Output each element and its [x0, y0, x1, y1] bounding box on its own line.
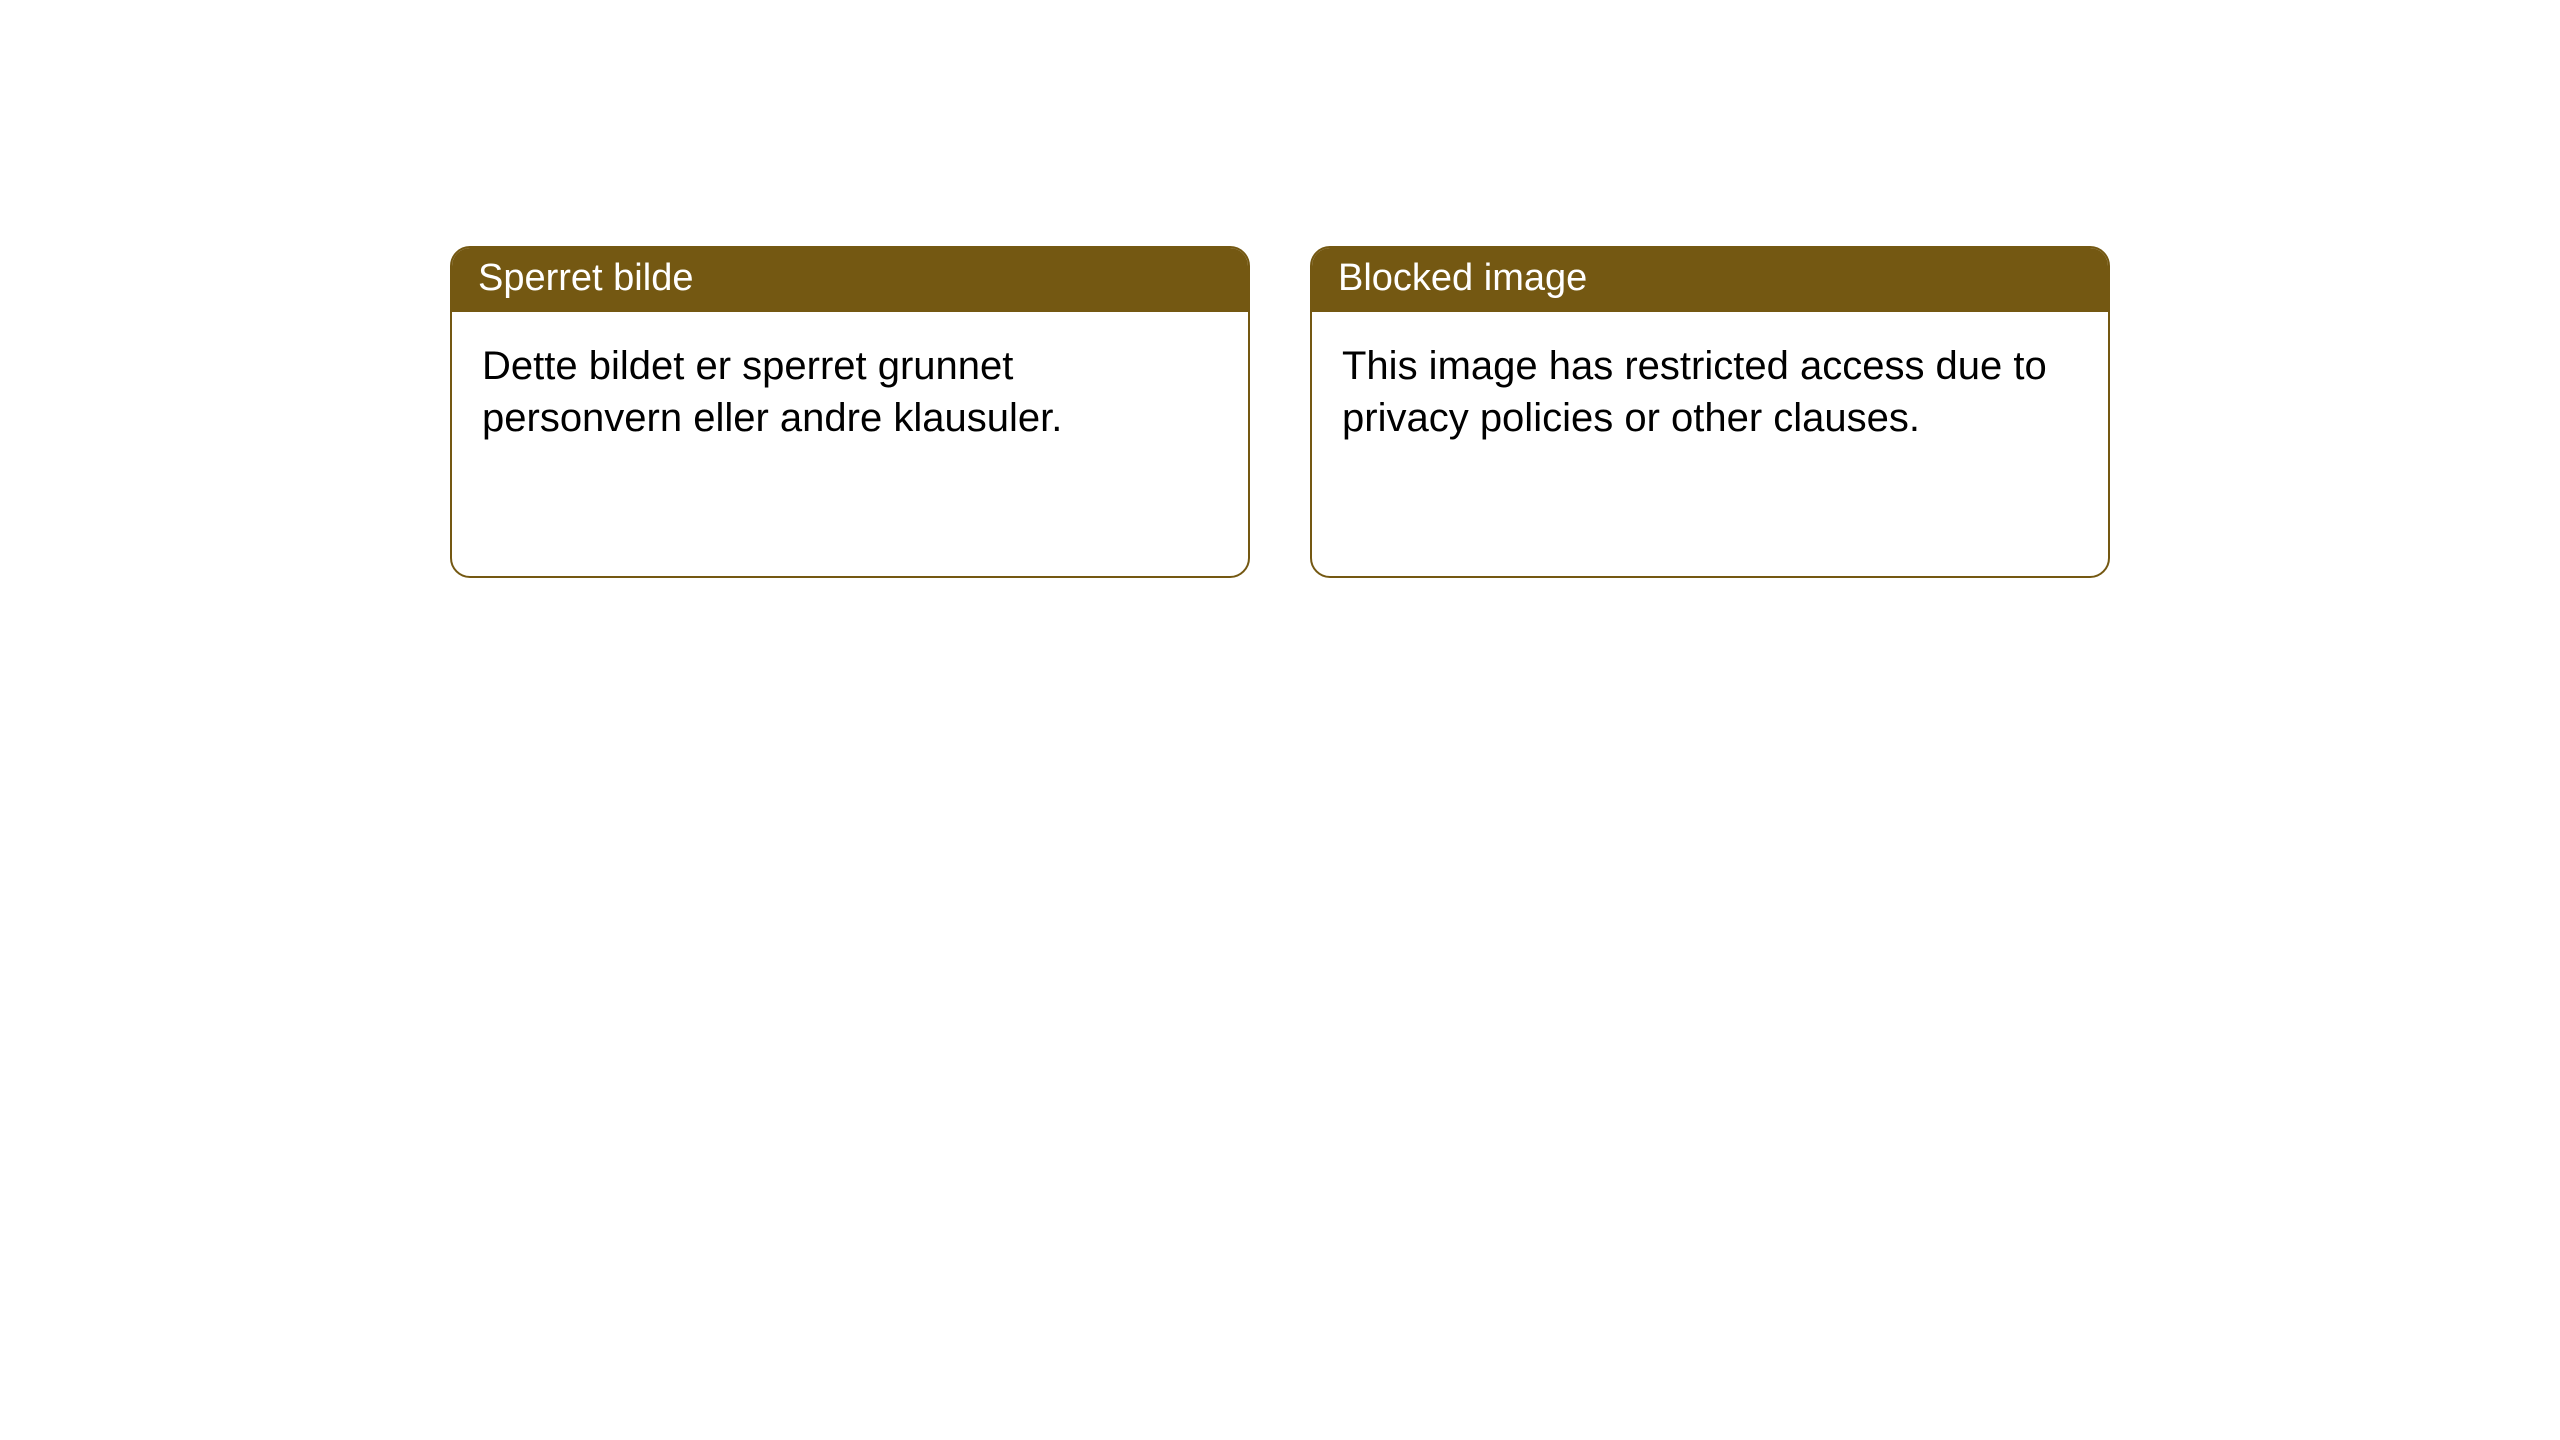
notice-title: Blocked image: [1312, 248, 2108, 312]
notice-card-norwegian: Sperret bilde Dette bildet er sperret gr…: [450, 246, 1250, 578]
notice-body: Dette bildet er sperret grunnet personve…: [452, 312, 1248, 576]
notice-body: This image has restricted access due to …: [1312, 312, 2108, 576]
notice-container: Sperret bilde Dette bildet er sperret gr…: [0, 0, 2560, 578]
notice-card-english: Blocked image This image has restricted …: [1310, 246, 2110, 578]
notice-title: Sperret bilde: [452, 248, 1248, 312]
